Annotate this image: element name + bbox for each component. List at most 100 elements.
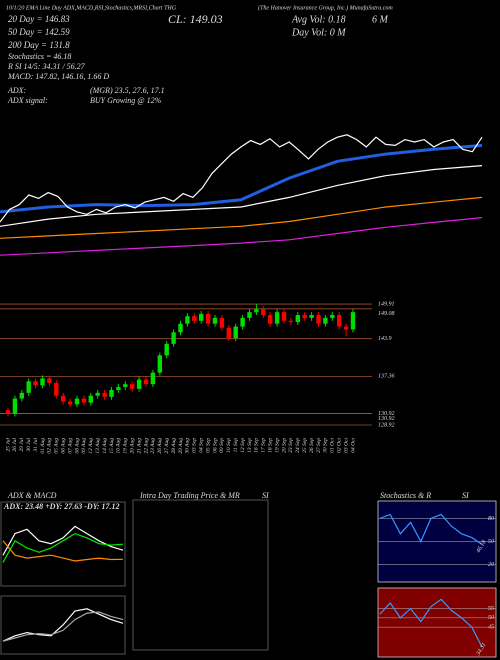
y-tick-label: 20 [488, 562, 494, 568]
price-label: 128.92 [378, 422, 395, 428]
x-tick-label: 05 Sep [205, 438, 211, 453]
candle-body [150, 372, 156, 385]
candle-body [316, 315, 321, 324]
x-tick-label: 02 Oct [336, 438, 342, 453]
candle-body [212, 317, 218, 324]
candle-body [302, 315, 307, 318]
candle-body [178, 323, 183, 333]
candle-body [54, 383, 59, 396]
x-tick-label: 04 Oct [349, 438, 356, 453]
price-label: 149.08 [378, 310, 395, 317]
indicator-line [0, 165, 483, 227]
x-tick-label: 23 Aug [150, 438, 156, 454]
candle-body [5, 410, 11, 414]
x-tick-label: 18 Sep [267, 438, 273, 453]
x-tick-label: 12 Aug [88, 438, 94, 454]
indicator-line [2, 532, 124, 563]
x-tick-label: 01 Oct [330, 438, 336, 453]
x-tick-label: 31 Jul [33, 438, 39, 453]
indicator-line [0, 196, 483, 239]
x-tick-label: 12 Sep [240, 438, 246, 453]
candle-body [295, 315, 300, 322]
candle-body [288, 320, 294, 322]
x-tick-label: 01 Aug [40, 438, 46, 454]
candle-body [40, 378, 45, 386]
x-tick-label: 22 Aug [143, 438, 149, 454]
macd-text: MACD: 147.82, 146.16, 1.66 D [7, 72, 109, 81]
candle-body [226, 327, 231, 339]
x-tick-label: 03 Oct [343, 438, 349, 453]
candle-body [47, 378, 52, 384]
ema50: 50 Day = 142.59 [8, 27, 70, 37]
candle-body [171, 332, 176, 344]
x-tick-label: 11 Sep [233, 438, 239, 453]
candle-body [309, 315, 314, 318]
candle-body [192, 316, 197, 321]
x-tick-label: 09 Sep [219, 438, 225, 453]
candle-body [67, 401, 73, 405]
candle-body [164, 343, 169, 356]
candle-body [247, 312, 252, 318]
x-tick-label: 06 Sep [212, 438, 218, 453]
candle-body [240, 317, 245, 327]
adx-signal: ADX signal: [7, 96, 48, 105]
candle-body [130, 384, 135, 389]
price-label: 130.92 [378, 416, 395, 422]
x-tick-label: 25 Sep [302, 438, 308, 453]
x-tick-label: 03 Sep [192, 438, 198, 453]
panel-background [377, 587, 497, 658]
y-tick-label: 55 [488, 606, 494, 612]
indicator-line [2, 525, 124, 556]
candle-body [350, 312, 356, 330]
x-tick-label: 27 Sep [316, 438, 322, 453]
x-tick-label: 06 Aug [60, 438, 66, 454]
x-tick-label: 10 Sep [226, 438, 232, 453]
rsi-text: R SI 14/5: 34.31 / 56.27 [7, 62, 86, 71]
candle-body [199, 313, 204, 321]
x-tick-label: 19 Sep [274, 438, 280, 453]
candle-body [185, 316, 190, 324]
candle-body [26, 381, 31, 393]
candle-body [268, 315, 273, 324]
x-tick-label: 14 Aug [101, 438, 108, 454]
panel-title: ADX & MACD [7, 491, 57, 500]
x-tick-label: 20 Aug [129, 438, 135, 454]
panel-title: SI [462, 491, 469, 500]
x-tick-label: 30 Sep [323, 438, 329, 454]
candle-body [136, 379, 142, 389]
candle-body [116, 387, 121, 390]
x-tick-label: 26 Jul [12, 438, 18, 452]
x-tick-label: 30 Jul [26, 438, 32, 453]
x-tick-label: 30 Aug [185, 438, 191, 455]
candle-body [102, 392, 107, 397]
candle-body [274, 312, 280, 324]
candle-body [330, 315, 335, 318]
adx-text: ADX: [7, 86, 27, 95]
candle-body [337, 315, 342, 327]
x-tick-label: 07 Aug [67, 438, 73, 454]
x-tick-label: 13 Aug [95, 438, 101, 454]
x-tick-label: 26 Aug [157, 438, 163, 454]
candle-body [157, 355, 162, 373]
candle-body [95, 392, 100, 396]
panel-title: Stochastics & R [380, 491, 431, 500]
y-tick-label: 50 [488, 615, 494, 621]
avg-vol-unit: 6 M [372, 14, 389, 25]
x-tick-label: 02 Aug [47, 438, 53, 454]
candle-body [88, 395, 93, 403]
price-label: 137.36 [378, 374, 395, 380]
candle-body [254, 309, 259, 313]
indicator-line [2, 608, 124, 642]
macd-frame [0, 595, 126, 655]
y-tick-label: 80 [488, 516, 494, 522]
candle-body [233, 326, 238, 339]
tagline: 10/1/20 EMA Line Day ADX,MACD,RSI,Stocha… [6, 5, 177, 11]
candle-body [109, 389, 114, 397]
intraday-frame [132, 499, 269, 651]
candle-body [61, 395, 66, 402]
candle-body [81, 398, 87, 403]
x-tick-label: 28 Aug [171, 438, 177, 454]
candle-body [123, 384, 128, 388]
candle-body [12, 398, 18, 414]
